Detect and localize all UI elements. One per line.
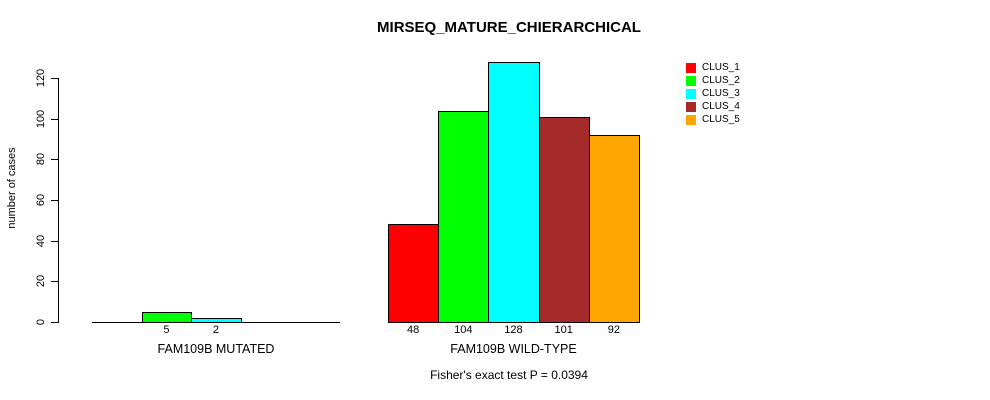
- y-axis-tick: [51, 200, 58, 201]
- group-label: FAM109B WILD-TYPE: [450, 342, 577, 356]
- y-axis-tick: [51, 240, 58, 242]
- legend-label-clus-2: CLUS_2: [702, 75, 740, 87]
- bar-clus-3: [488, 61, 540, 323]
- legend-swatch-clus-2: [686, 76, 696, 87]
- y-axis-tick: [51, 118, 58, 120]
- bar-value-label: 101: [554, 324, 573, 336]
- bar-value-label: 5: [163, 324, 170, 336]
- y-tick-label: 40: [35, 234, 47, 247]
- y-tick-label: 120: [35, 68, 47, 88]
- y-tick-label: 60: [35, 193, 47, 207]
- legend: CLUS_1 CLUS_2 CLUS_3 CLUS_4 CLUS_5: [686, 62, 740, 126]
- legend-swatch-clus-4: [686, 102, 696, 113]
- bar-value-label: 48: [406, 324, 420, 336]
- chart-title: MIRSEQ_MATURE_CHIERARCHICAL: [377, 19, 641, 36]
- y-tick-label: 80: [35, 153, 47, 166]
- legend-swatch-clus-3: [686, 89, 696, 100]
- legend-row-clus-5: CLUS_5: [686, 114, 740, 127]
- y-axis-tick: [51, 159, 58, 161]
- bar-clus-2: [438, 110, 490, 323]
- y-axis-tick: [51, 281, 58, 283]
- y-tick-label: 0: [35, 318, 47, 326]
- bar-clus-4: [538, 116, 590, 323]
- bar-value-label: 104: [454, 324, 473, 336]
- bar-clus-1: [388, 224, 440, 323]
- y-axis-tick: [51, 78, 58, 79]
- legend-row-clus-2: CLUS_2: [686, 75, 740, 88]
- bar-clus-5: [588, 134, 640, 323]
- y-axis-tick: [51, 322, 58, 323]
- y-axis-title: number of cases: [6, 147, 18, 229]
- bar-clus-3: [191, 317, 242, 323]
- bar-value-label: 2: [212, 324, 220, 336]
- group-label: FAM109B MUTATED: [157, 342, 275, 356]
- legend-row-clus-4: CLUS_4: [686, 101, 740, 114]
- bar-value-label: 128: [504, 324, 523, 336]
- legend-label-clus-4: CLUS_4: [702, 101, 740, 113]
- legend-swatch-clus-1: [686, 63, 696, 74]
- legend-label-clus-1: CLUS_1: [702, 62, 740, 74]
- bar-clus-2: [141, 311, 193, 323]
- legend-swatch-clus-5: [686, 115, 696, 125]
- bar-value-label: 92: [607, 324, 621, 336]
- legend-row-clus-3: CLUS_3: [686, 88, 740, 101]
- y-tick-label: 100: [35, 109, 47, 128]
- legend-label-clus-5: CLUS_5: [702, 114, 740, 125]
- legend-row-clus-1: CLUS_1: [686, 62, 740, 75]
- legend-label-clus-3: CLUS_3: [702, 88, 740, 100]
- y-axis-line: [58, 78, 59, 323]
- fisher-test-footnote: Fisher's exact test P = 0.0394: [430, 368, 588, 382]
- y-tick-label: 20: [35, 275, 47, 288]
